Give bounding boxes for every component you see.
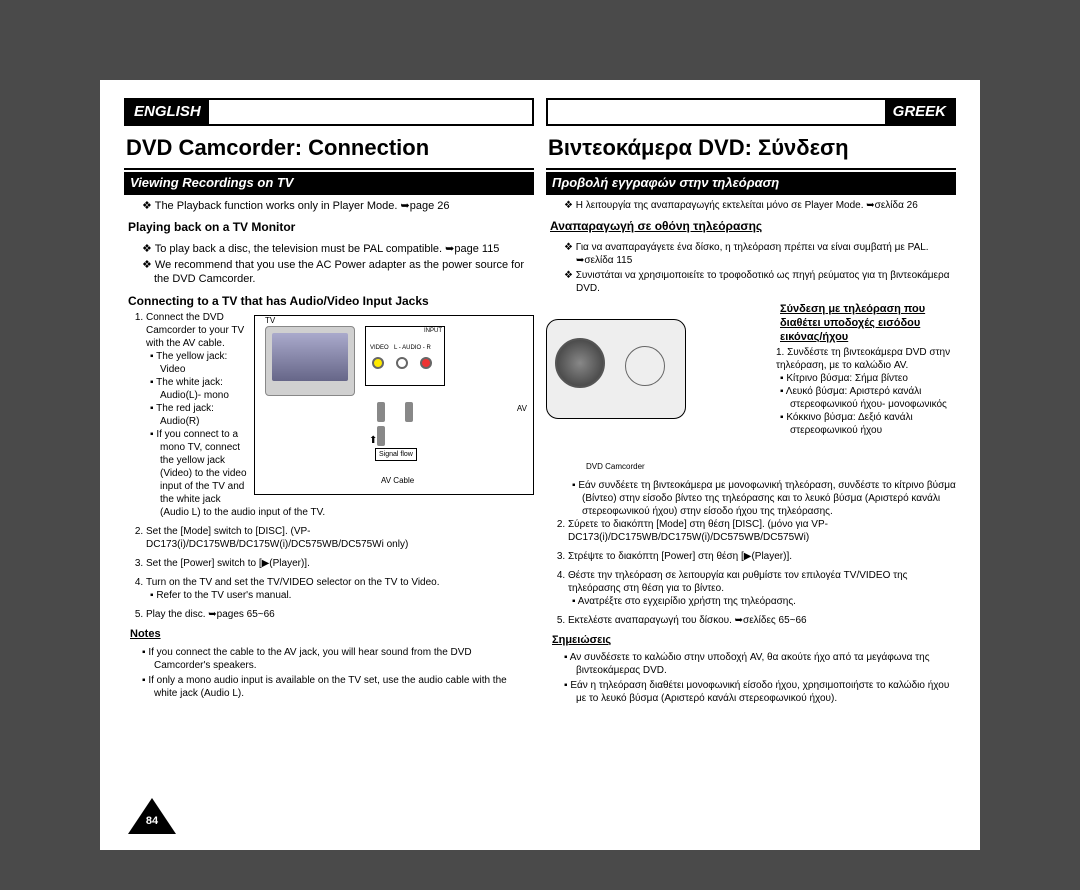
left-column: ENGLISH DVD Camcorder: Connection Viewin…: [118, 98, 540, 832]
el-sub1-b2: Συνιστάται να χρησιμοποιείτε το τροφοδοτ…: [564, 269, 952, 295]
el-step4: Θέστε την τηλεόραση σε λειτουργία και ρυ…: [568, 569, 956, 608]
en-sub1-b2: We recommend that you use the AC Power a…: [142, 258, 530, 287]
av-cable-label: AV Cable: [381, 476, 414, 486]
input-label: INPUT: [424, 328, 442, 336]
page-number: 84: [128, 798, 176, 834]
flow-arrow-icon: ⬆: [369, 434, 377, 447]
subhead-connecting: Connecting to a TV that has Audio/Video …: [124, 291, 534, 312]
tv-icon: [265, 326, 355, 396]
diagram-tv-label: TV: [265, 316, 275, 326]
camcorder-diagram: DVD Camcorder: [546, 299, 766, 479]
audio-r-jack-icon: [420, 357, 432, 369]
connection-diagram: TV INPUT VIDEO L - AUDIO - R Signal flow…: [254, 315, 534, 495]
right-step1-block: Σύνδεση με τηλεόραση που διαθέτει υποδοχ…: [776, 299, 956, 438]
input-panel: INPUT VIDEO L - AUDIO - R: [365, 326, 445, 386]
manual-page: ENGLISH DVD Camcorder: Connection Viewin…: [100, 80, 980, 850]
el-sub1-b1: Για να αναπαραγάγετε ένα δίσκο, η τηλεόρ…: [564, 241, 952, 267]
lens-icon: [555, 338, 605, 388]
signal-flow-label: Signal flow: [375, 448, 417, 461]
section-en: Viewing Recordings on TV: [124, 172, 534, 195]
lang-greek: GREEK: [885, 100, 954, 124]
note2-en: If only a mono audio input is available …: [142, 674, 530, 700]
intro-en: The Playback function works only in Play…: [142, 199, 530, 213]
note1-en: If you connect the cable to the AV jack,…: [142, 646, 530, 672]
right-column: GREEK Βιντεοκάμερα DVD: Σύνδεση Προβολή …: [540, 98, 962, 832]
subhead-connecting-el: Σύνδεση με τηλεόραση που διαθέτει υποδοχ…: [776, 299, 956, 347]
video-label: VIDEO: [370, 345, 389, 353]
notes-label-el: Σημειώσεις: [546, 633, 956, 647]
intro-el: Η λειτουργία της αναπαραγωγής εκτελείται…: [564, 199, 952, 212]
step2: Set the [Mode] switch to [DISC]. (VP-DC1…: [146, 525, 534, 551]
note2-el: Εάν η τηλεόραση διαθέτει μονοφωνική είσο…: [564, 679, 952, 705]
lang-bar-left: ENGLISH: [124, 98, 534, 126]
title-en: DVD Camcorder: Connection: [124, 128, 534, 171]
title-el: Βιντεοκάμερα DVD: Σύνδεση: [546, 128, 956, 171]
step3: Set the [Power] switch to [▶(Player)].: [146, 557, 534, 570]
av-plugs-icon: [367, 402, 443, 428]
viewfinder-icon: [625, 346, 665, 386]
el-step3: Στρέψτε το διακόπτη [Power] στη θέση [▶(…: [568, 550, 956, 563]
subhead-playing-tv: Playing back on a TV Monitor: [124, 217, 534, 238]
lang-english: ENGLISH: [126, 100, 209, 124]
notes-label-en: Notes: [124, 627, 534, 641]
camcorder-icon: [546, 319, 686, 419]
note1-el: Αν συνδέσετε το καλώδιο στην υποδοχή AV,…: [564, 651, 952, 677]
av-jack-label: AV: [517, 404, 527, 414]
video-jack-icon: [372, 357, 384, 369]
camcorder-label: DVD Camcorder: [586, 462, 645, 472]
el-step2: Σύρετε το διακόπτη [Mode] στη θέση [DISC…: [568, 518, 956, 544]
step5: Play the disc. ➥pages 65~66: [146, 608, 534, 621]
section-el: Προβολή εγγραφών στην τηλεόραση: [546, 172, 956, 195]
subhead-playing-el: Αναπαραγωγή σε οθόνη τηλεόρασης: [546, 216, 956, 237]
en-sub1-b1: To play back a disc, the television must…: [142, 242, 530, 256]
step4: Turn on the TV and set the TV/VIDEO sele…: [146, 576, 534, 602]
steps-el: Σύρετε το διακόπτη [Mode] στη θέση [DISC…: [546, 518, 956, 627]
audio-l-jack-icon: [396, 357, 408, 369]
audio-label: L - AUDIO - R: [394, 345, 431, 353]
el-step5: Εκτελέστε αναπαραγωγή του δίσκου. ➥σελίδ…: [568, 614, 956, 627]
lang-bar-right: GREEK: [546, 98, 956, 126]
